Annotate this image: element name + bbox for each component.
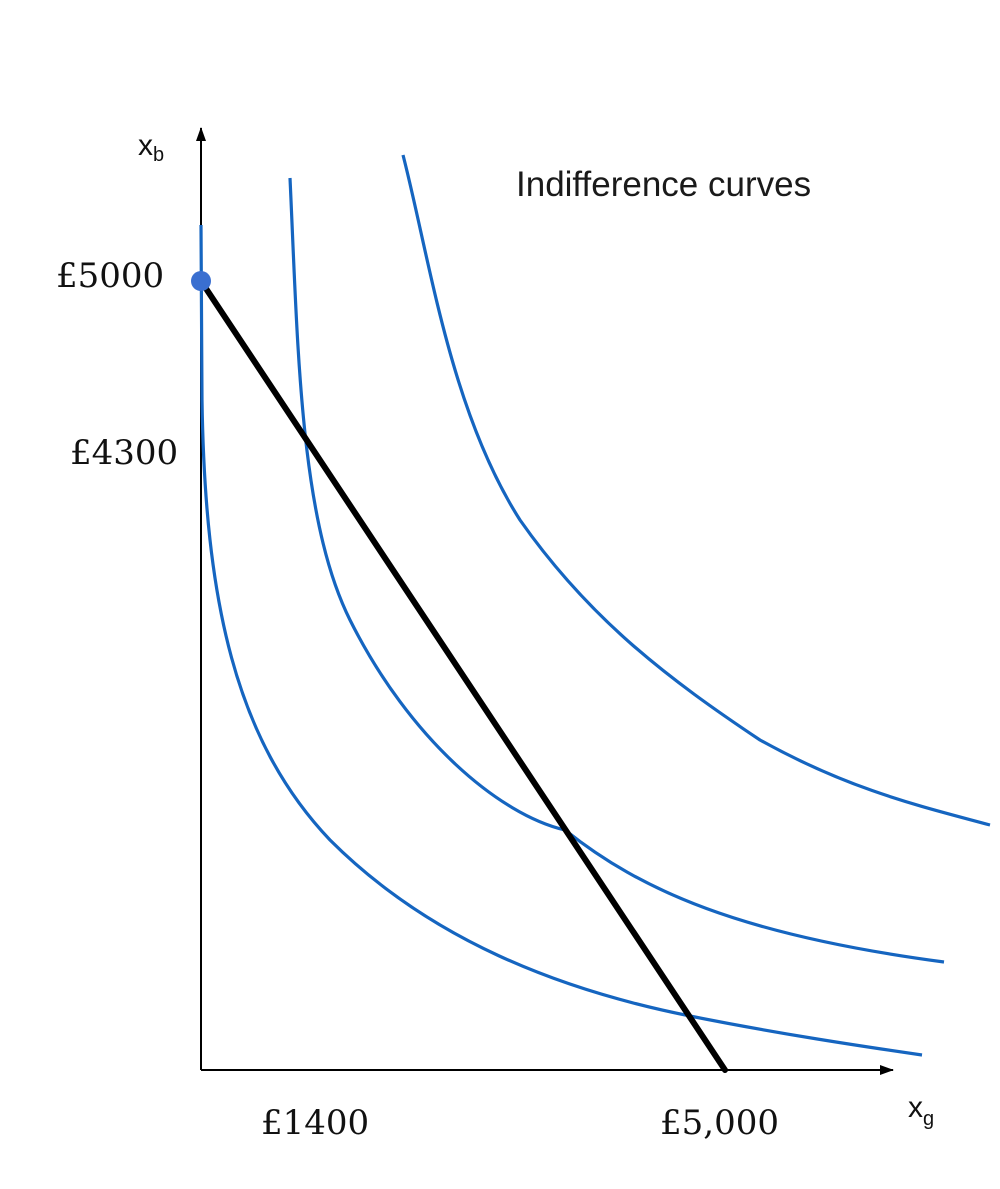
indifference-curve-middle xyxy=(288,177,945,964)
y-tick-label-4300: £4300 xyxy=(70,433,178,473)
x-tick-label-5000: £5,000 xyxy=(660,1103,779,1143)
indifference-curve-low xyxy=(199,224,923,1057)
diagram-title: Indifference curves xyxy=(516,165,811,204)
budget-line xyxy=(198,278,728,1073)
y-axis-label: xb xyxy=(138,129,164,166)
indifference-curves xyxy=(199,154,991,1057)
x-axis-label-sub: g xyxy=(923,1108,934,1130)
endowment-point xyxy=(191,271,211,291)
x-tick-label-1400: £1400 xyxy=(261,1103,369,1143)
x-axis-label: xg xyxy=(908,1091,934,1130)
y-axis-label-sub: b xyxy=(153,144,164,166)
y-tick-label-5000: £5000 xyxy=(56,256,164,296)
indifference-curve-high xyxy=(401,154,991,827)
y-axis-label-main: x xyxy=(138,129,153,162)
x-axis-label-main: x xyxy=(908,1091,923,1124)
